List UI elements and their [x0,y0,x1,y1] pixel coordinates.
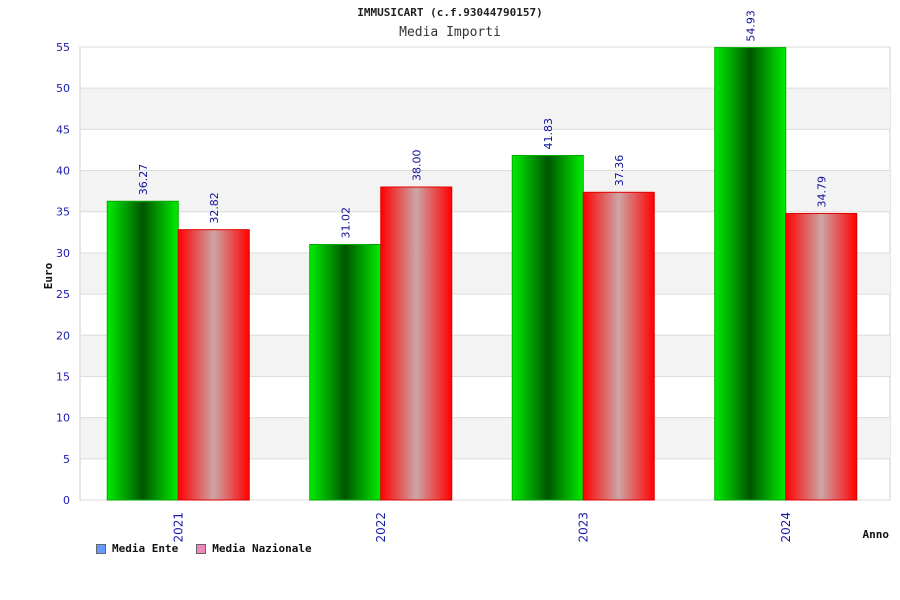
legend-item-media-nazionale: Media Nazionale [196,542,312,555]
data-label: 37.36 [613,155,626,187]
y-tick-label: 20 [56,329,70,342]
data-label: 31.02 [339,207,352,239]
chart-subtitle: Media Importi [399,25,501,40]
legend-item-media-ente: Media Ente [96,542,178,555]
y-axis-label: Euro [42,262,55,289]
bar-media-nazionale-2024 [785,212,858,501]
y-tick-label: 35 [56,206,70,219]
y-tick-label: 10 [56,412,70,425]
data-label: 34.79 [815,176,828,208]
x-tick-label: 2023 [576,512,590,543]
legend-label-media-ente: Media Ente [112,542,179,555]
y-tick-label: 0 [63,494,70,507]
legend: Media Ente Media Nazionale [96,542,312,555]
chart-title: IMMUSICART (c.f.93044790157) [357,6,543,19]
data-label: 38.00 [410,150,423,182]
bar-media-ente-2022 [309,244,382,501]
data-label: 41.83 [542,118,555,150]
x-tick-label: 2022 [374,512,388,543]
bar-media-ente-2021 [106,200,179,501]
y-tick-label: 50 [56,82,70,95]
y-tick-label: 15 [56,370,70,383]
bar-media-nazionale-2022 [380,186,453,501]
data-label: 54.93 [744,10,757,42]
y-tick-label: 30 [56,247,70,260]
y-tick-label: 45 [56,123,70,136]
legend-swatch-media-ente [96,543,106,554]
bar-media-ente-2024 [714,47,787,501]
bar-media-nazionale-2021 [177,229,250,501]
y-tick-label: 5 [63,453,70,466]
x-axis-label: Anno [863,528,890,541]
x-tick-label: 2021 [171,512,185,543]
y-tick-label: 40 [56,165,70,178]
legend-swatch-media-nazionale [196,543,207,554]
y-tick-label: 25 [56,288,70,301]
bar-media-nazionale-2023 [582,191,655,501]
legend-label-media-nazionale: Media Nazionale [212,542,312,555]
bar-media-ente-2023 [511,154,584,501]
data-label: 32.82 [208,192,221,224]
x-tick-label: 2024 [779,512,793,543]
y-tick-label: 55 [56,41,70,54]
data-label: 36.27 [137,164,150,196]
